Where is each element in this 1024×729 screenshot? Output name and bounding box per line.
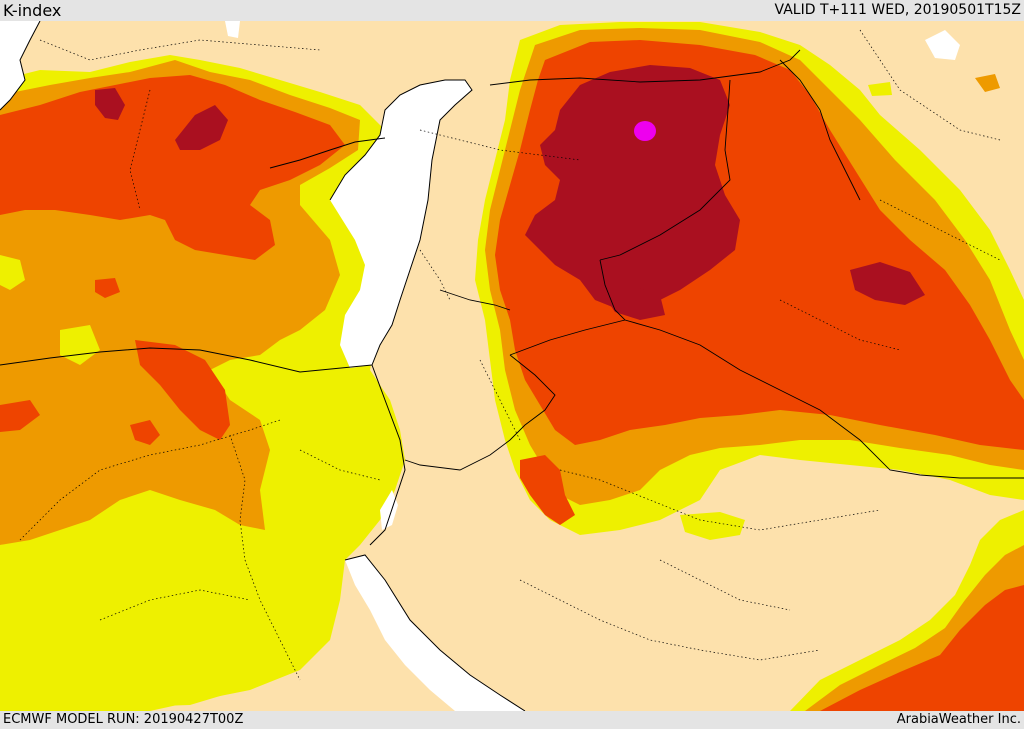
sea-aegean bbox=[0, 21, 40, 110]
sea-red bbox=[345, 555, 525, 711]
contour-red-southeast bbox=[820, 585, 1024, 711]
footer-bar: ECMWF MODEL RUN: 20190427T00Z ArabiaWeat… bbox=[0, 711, 1024, 729]
model-run-label: ECMWF MODEL RUN: 20190427T00Z bbox=[3, 712, 244, 727]
contour-darkred-east bbox=[525, 65, 740, 310]
map-canvas bbox=[0, 21, 1024, 711]
contour-orange-blob-ne bbox=[975, 74, 1000, 92]
coastlines bbox=[0, 21, 526, 711]
contour-yellow-west-patch-2 bbox=[60, 325, 100, 365]
contour-red-west-5 bbox=[95, 278, 120, 298]
contour-red-west bbox=[0, 75, 345, 260]
sea-gulf-of-suez bbox=[380, 490, 398, 530]
contour-red-west-4 bbox=[0, 400, 40, 432]
header-bar: K-index VALID T+111 WED, 20190501T15Z bbox=[0, 0, 1024, 21]
contour-darkred-west-2 bbox=[95, 88, 125, 120]
contour-yellow-west-patch-3 bbox=[0, 520, 320, 711]
credit-label: ArabiaWeather Inc. bbox=[896, 712, 1021, 727]
contour-red-east-2 bbox=[520, 455, 575, 525]
sea-aegean-2 bbox=[225, 21, 240, 38]
contour-darkred-west-1 bbox=[175, 105, 228, 150]
contour-magenta-peak bbox=[634, 121, 656, 141]
contour-red-west-2 bbox=[135, 340, 230, 440]
k-index-map bbox=[0, 21, 1024, 711]
province-boundaries bbox=[19, 29, 1001, 681]
contour-red-west-3 bbox=[130, 420, 160, 445]
contour-yellow-west-patch bbox=[0, 255, 25, 290]
sea-caspian-fragment bbox=[925, 30, 960, 60]
contour-darkred-east-2 bbox=[850, 262, 925, 305]
map-title: K-index bbox=[3, 1, 62, 20]
valid-time-label: VALID T+111 WED, 20190501T15Z bbox=[774, 2, 1021, 18]
country-borders bbox=[404, 49, 1024, 479]
sea-mediterranean-east bbox=[330, 80, 472, 368]
contour-yellow-east-patch bbox=[680, 512, 745, 540]
contour-yellow-blob-ne bbox=[868, 82, 892, 96]
